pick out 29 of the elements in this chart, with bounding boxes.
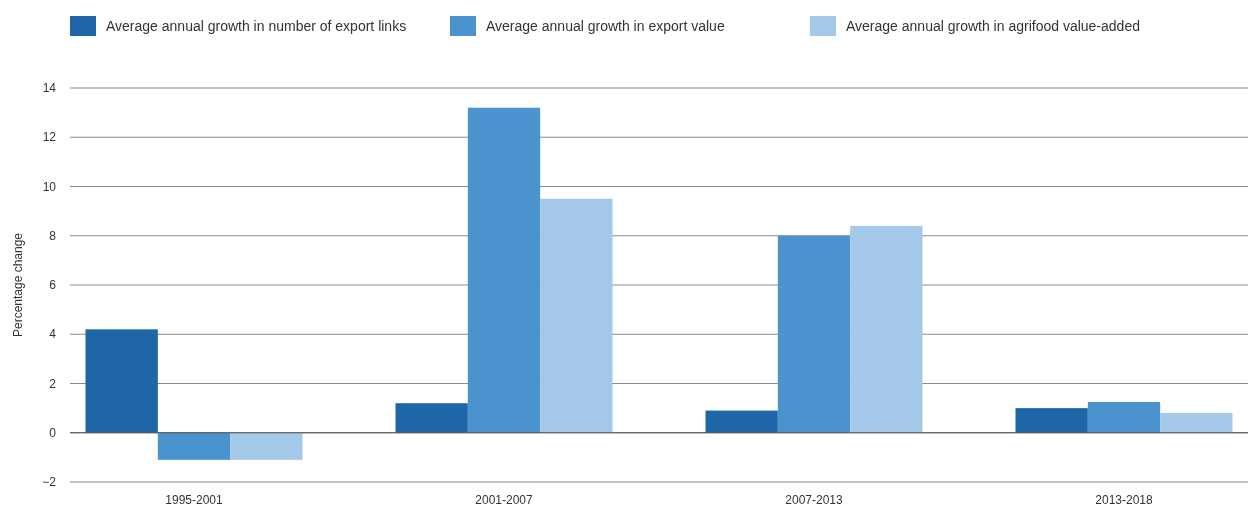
y-tick-label: −2 <box>42 475 57 490</box>
bar <box>157 432 231 460</box>
bar <box>705 410 778 433</box>
y-tick-label: 10 <box>42 179 57 194</box>
bar <box>850 225 923 433</box>
x-tick-label: 2001-2007 <box>475 493 534 507</box>
bar <box>1087 401 1161 433</box>
bar <box>777 235 851 433</box>
x-tick-label: 2013-2018 <box>1095 493 1154 507</box>
y-tick-label: 4 <box>49 327 57 342</box>
bar <box>1160 413 1233 433</box>
x-tick-label: 2007-2013 <box>785 493 844 507</box>
bar <box>395 403 468 433</box>
y-tick-label: 6 <box>49 278 57 293</box>
y-tick-label: 8 <box>49 228 57 243</box>
y-tick-label: 2 <box>49 376 57 391</box>
y-axis-title: Percentage change <box>11 232 25 338</box>
y-tick-label: 14 <box>42 81 57 96</box>
bar <box>540 198 613 433</box>
legend-label: Average annual growth in number of export links <box>106 17 407 34</box>
y-tick-label: 0 <box>49 425 57 440</box>
x-tick-label: 1995-2001 <box>165 493 224 507</box>
legend-label: Average annual growth in export value <box>486 17 725 34</box>
y-tick-label: 12 <box>42 130 57 145</box>
bar <box>1015 408 1088 433</box>
bar <box>467 107 541 433</box>
bar <box>85 329 158 433</box>
legend-label: Average annual growth in agrifood value-added <box>846 17 1140 34</box>
bar <box>230 432 303 460</box>
